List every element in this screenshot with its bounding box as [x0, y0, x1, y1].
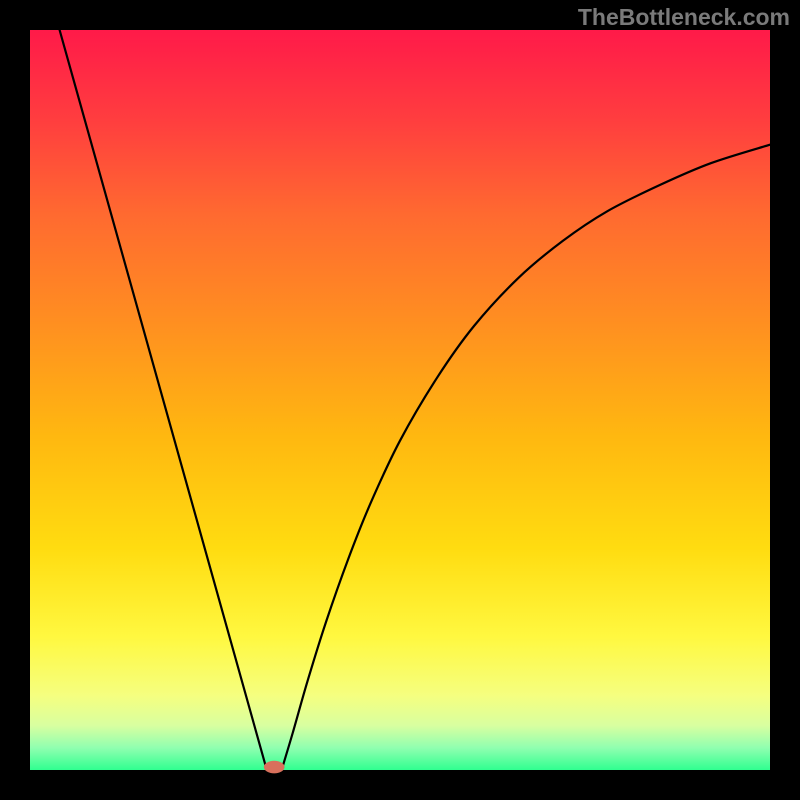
watermark-text: TheBottleneck.com	[578, 4, 790, 31]
optimum-marker	[264, 761, 285, 774]
chart-container: TheBottleneck.com	[0, 0, 800, 800]
plot-area	[30, 30, 770, 770]
plot-svg	[30, 30, 770, 770]
gradient-background	[30, 30, 770, 770]
